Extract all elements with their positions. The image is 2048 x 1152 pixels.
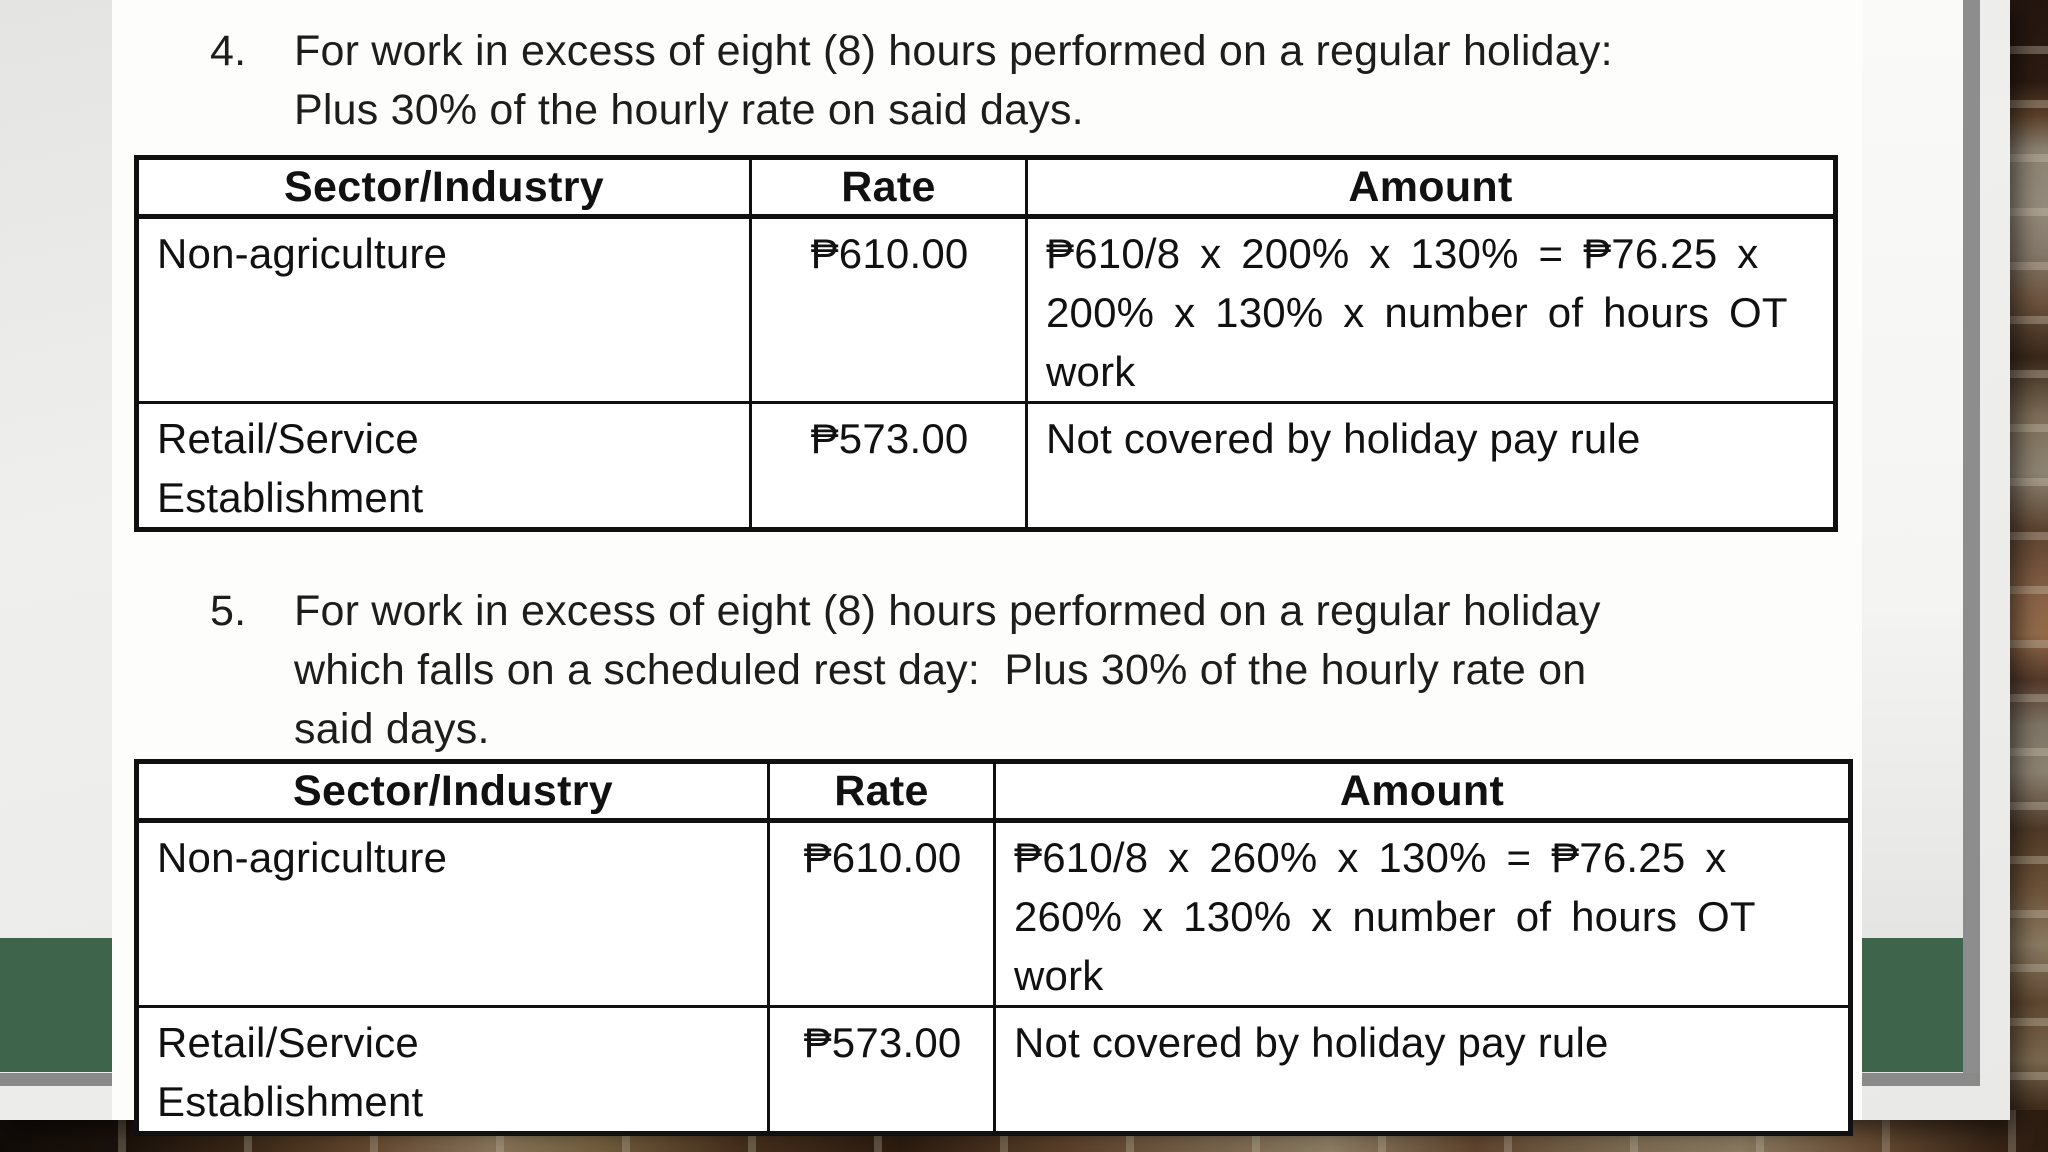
slide-content-panel: 4. For work in excess of eight (8) hours… <box>112 0 1862 1136</box>
table-row-retail-service: Retail/Service Establishment ₱573.00 Not… <box>135 1005 1852 1135</box>
presentation-slide: 4. For work in excess of eight (8) hours… <box>0 0 2010 1136</box>
list-item-4: 4. For work in excess of eight (8) hours… <box>210 22 1832 140</box>
brick-wall-right-edge <box>2008 0 2048 1152</box>
table-row-non-agriculture: Non-agriculture ₱610.00 ₱610/8 x 200% x … <box>135 215 1837 404</box>
rate-cell: ₱610.00 <box>749 215 1028 404</box>
pay-table-4-header-row: Sector/Industry Rate Amount <box>135 155 1837 219</box>
frame-stripe-vertical <box>1963 0 1980 1086</box>
list-item-5: 5. For work in excess of eight (8) hours… <box>210 582 1832 759</box>
col-header-amount: Amount <box>993 759 1852 823</box>
pay-table-5-header-row: Sector/Industry Rate Amount <box>135 759 1852 823</box>
list-item-5-number: 5. <box>210 587 247 635</box>
rate-cell: ₱573.00 <box>749 401 1028 531</box>
sector-cell: Non-agriculture <box>135 215 752 404</box>
list-item-4-text: For work in excess of eight (8) hours pe… <box>294 27 1613 134</box>
rate-cell: ₱610.00 <box>767 819 996 1008</box>
col-header-sector-industry: Sector/Industry <box>135 155 752 219</box>
table-row-retail-service: Retail/Service Establishment ₱573.00 Not… <box>135 401 1837 531</box>
pay-table-5: Sector/Industry Rate Amount Non-agricult… <box>134 759 1853 1136</box>
amount-cell: Not covered by holiday pay rule <box>993 1005 1852 1135</box>
sector-cell: Retail/Service Establishment <box>135 401 752 531</box>
amount-cell: ₱610/8 x 200% x 130% = ₱76.25 x 200% x 1… <box>1025 215 1837 404</box>
list-item-5-text: For work in excess of eight (8) hours pe… <box>294 587 1601 753</box>
col-header-amount: Amount <box>1025 155 1837 219</box>
rate-cell: ₱573.00 <box>767 1005 996 1135</box>
col-header-rate: Rate <box>749 155 1028 219</box>
table-row-non-agriculture: Non-agriculture ₱610.00 ₱610/8 x 260% x … <box>135 819 1852 1008</box>
col-header-sector-industry: Sector/Industry <box>135 759 770 823</box>
sector-cell: Retail/Service Establishment <box>135 1005 770 1135</box>
pay-table-4: Sector/Industry Rate Amount Non-agricult… <box>134 155 1838 532</box>
col-header-rate: Rate <box>767 759 996 823</box>
amount-cell: Not covered by holiday pay rule <box>1025 401 1837 531</box>
sector-cell: Non-agriculture <box>135 819 770 1008</box>
list-item-4-number: 4. <box>210 27 247 75</box>
amount-cell: ₱610/8 x 260% x 130% = ₱76.25 x 260% x 1… <box>993 819 1852 1008</box>
